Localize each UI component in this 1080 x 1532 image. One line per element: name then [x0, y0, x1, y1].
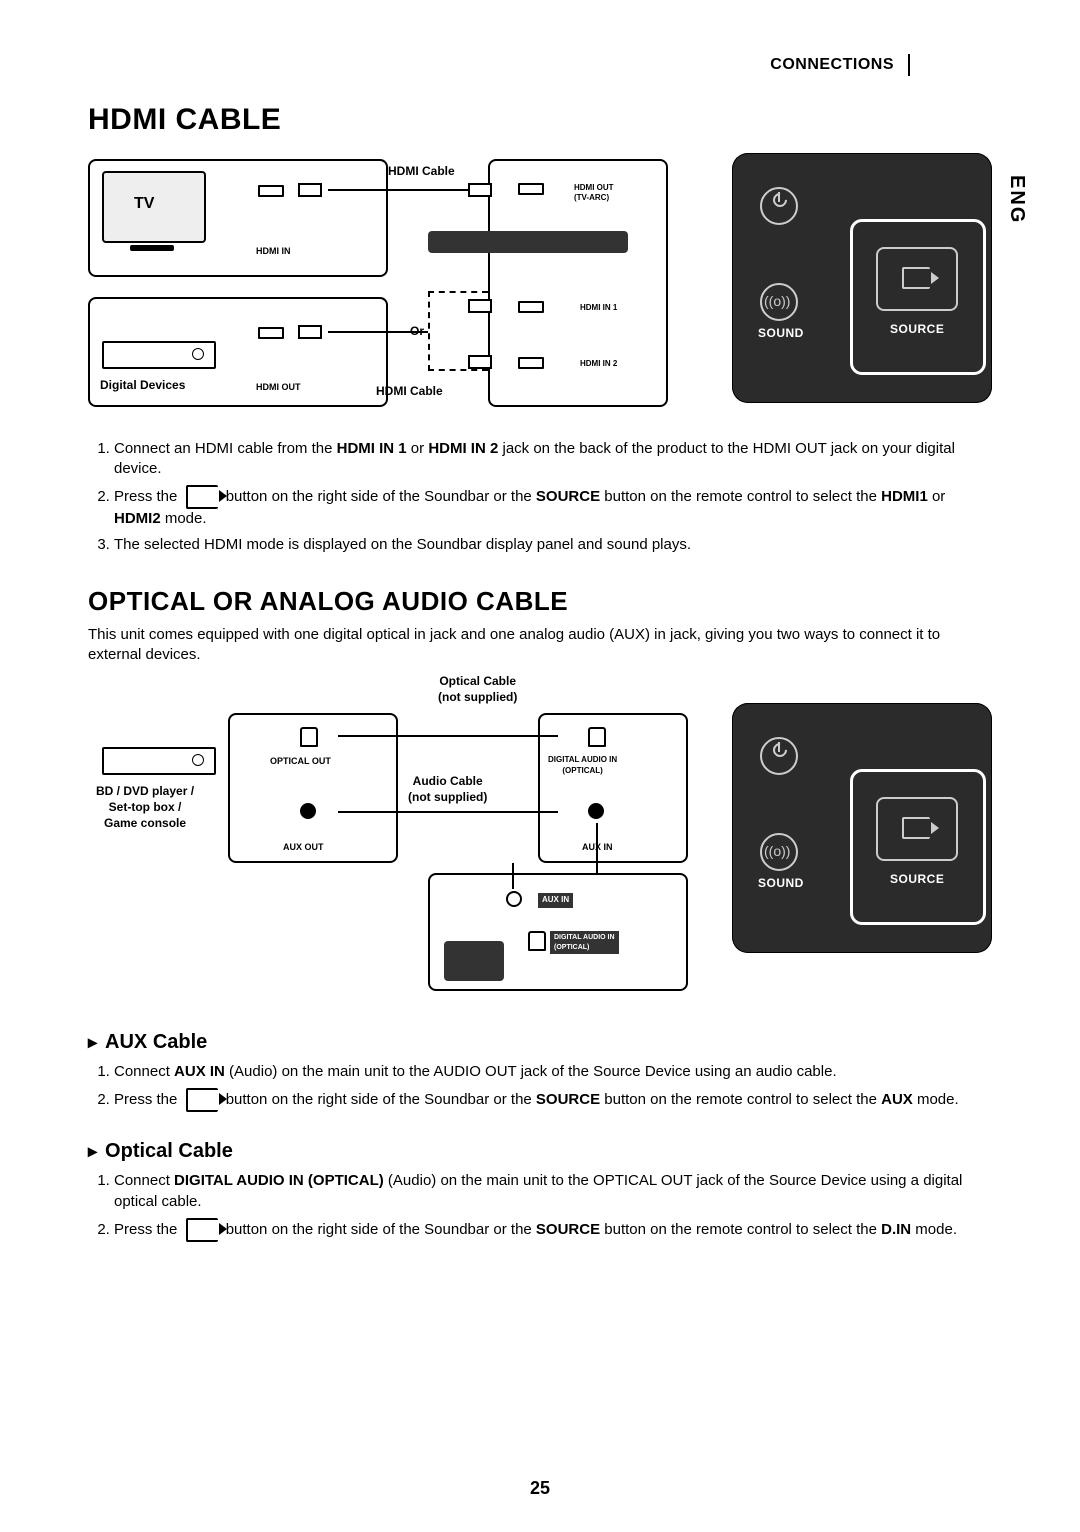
- optical-step-2: Press the button on the right side of th…: [114, 1218, 992, 1242]
- sound-label: SOUND: [758, 325, 804, 341]
- sound-button-icon: [760, 833, 798, 871]
- hdmi-cable-top-label: HDMI Cable: [388, 163, 455, 179]
- source-label: SOURCE: [890, 321, 944, 337]
- sound-button-icon: [760, 283, 798, 321]
- devices-label: BD / DVD player / Set-top box / Game con…: [96, 783, 194, 832]
- sb-dig-in-label: DIGITAL AUDIO IN (OPTICAL): [550, 931, 619, 954]
- power-button-icon: [760, 187, 798, 225]
- section-header: CONNECTIONS: [770, 54, 910, 76]
- aux-out-label: AUX OUT: [283, 841, 324, 853]
- optical-out-label: OPTICAL OUT: [270, 755, 331, 767]
- hdmi-step-3: The selected HDMI mode is displayed on t…: [114, 535, 992, 555]
- hdmi-diagram: TV HDMI IN Digital Devices HDMI OUT HDMI…: [88, 153, 992, 423]
- source-icon: [186, 1218, 218, 1242]
- optical-steps: Connect DIGITAL AUDIO IN (OPTICAL) (Audi…: [88, 1171, 992, 1242]
- hdmi-steps: Connect an HDMI cable from the HDMI IN 1…: [88, 439, 992, 556]
- or-label: Or: [410, 323, 424, 339]
- sb-aux-in-label: AUX IN: [538, 893, 573, 908]
- page-number: 25: [0, 1476, 1080, 1500]
- hdmi-step-2: Press the button on the right side of th…: [114, 485, 992, 529]
- aux-cable-heading: AUX Cable: [88, 1029, 992, 1056]
- source-icon: [902, 267, 930, 289]
- hdmi-in2-label: HDMI IN 2: [580, 359, 617, 370]
- optical-analog-heading: OPTICAL OR ANALOG AUDIO CABLE: [88, 584, 992, 619]
- optical-cable-ns-label: Optical Cable (not supplied): [438, 673, 517, 705]
- optical-intro: This unit comes equipped with one digita…: [88, 625, 992, 666]
- hdmi-in1-label: HDMI IN 1: [580, 303, 617, 314]
- optical-cable-heading: Optical Cable: [88, 1138, 992, 1165]
- hdmi-in-label: HDMI IN: [256, 245, 291, 257]
- optical-diagram: Optical Cable (not supplied) OPTICAL OUT…: [88, 673, 992, 1003]
- audio-cable-ns-label: Audio Cable (not supplied): [408, 773, 487, 805]
- power-button-icon: [760, 737, 798, 775]
- digital-audio-in-label: DIGITAL AUDIO IN (OPTICAL): [548, 755, 617, 777]
- hdmi-out-tvarc-label: HDMI OUT (TV-ARC): [574, 183, 614, 205]
- hdmi-cable-bottom-label: HDMI Cable: [376, 383, 443, 399]
- hdmi-cable-heading: HDMI CABLE: [88, 100, 992, 141]
- sound-label-2: SOUND: [758, 875, 804, 891]
- aux-steps: Connect AUX IN (Audio) on the main unit …: [88, 1062, 992, 1112]
- tv-label: TV: [134, 193, 154, 215]
- aux-step-1: Connect AUX IN (Audio) on the main unit …: [114, 1062, 992, 1082]
- aux-step-2: Press the button on the right side of th…: [114, 1088, 992, 1112]
- optical-step-1: Connect DIGITAL AUDIO IN (OPTICAL) (Audi…: [114, 1171, 992, 1212]
- hdmi-step-1: Connect an HDMI cable from the HDMI IN 1…: [114, 439, 992, 480]
- source-icon: [902, 817, 930, 839]
- source-label-2: SOURCE: [890, 871, 944, 887]
- digital-devices-label: Digital Devices: [100, 377, 185, 393]
- hdmi-out-label: HDMI OUT: [256, 381, 301, 393]
- source-icon: [186, 485, 218, 509]
- source-icon: [186, 1088, 218, 1112]
